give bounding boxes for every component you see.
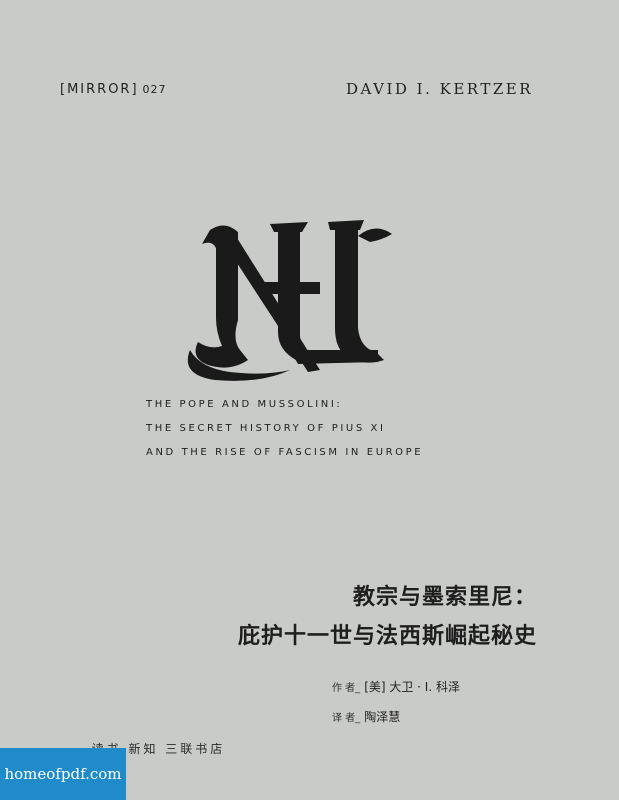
chinese-title-line-2: 庇护十一世与法西斯崛起秘史 [237, 624, 537, 649]
watermark-badge: homeofpdf.com [0, 748, 126, 800]
translator-credit: 译 者_ 陶泽慧 [332, 708, 400, 725]
chinese-title-line-1: 教宗与墨索里尼： [352, 585, 537, 610]
chinese-title: 教宗与墨索里尼： 庇护十一世与法西斯崛起秘史 [238, 578, 537, 656]
series-name: [MIRROR] [60, 82, 139, 97]
blackletter-m-icon [187, 220, 392, 381]
translator-role-label: 译 者_ [332, 713, 361, 724]
translator-name: 陶泽慧 [364, 710, 401, 724]
author-credit: 作 者_ [美] 大卫 · I. 科泽 [332, 678, 460, 695]
author-name-english: DAVID I. KERTZER [346, 80, 533, 98]
series-number: 027 [142, 83, 167, 96]
author-role-label: 作 者_ [332, 683, 361, 694]
english-title-line-2: THE SECRET HISTORY OF PIUS XI [146, 423, 386, 434]
english-title-line-3: AND THE RISE OF FASCISM IN EUROPE [146, 447, 424, 458]
english-title: THE POPE AND MUSSOLINI: THE SECRET HISTO… [146, 393, 423, 465]
series-label: [MIRROR] 027 [60, 82, 167, 97]
english-title-line-1: THE POPE AND MUSSOLINI: [146, 399, 343, 410]
author-name-chinese: [美] 大卫 · I. 科泽 [364, 680, 460, 694]
